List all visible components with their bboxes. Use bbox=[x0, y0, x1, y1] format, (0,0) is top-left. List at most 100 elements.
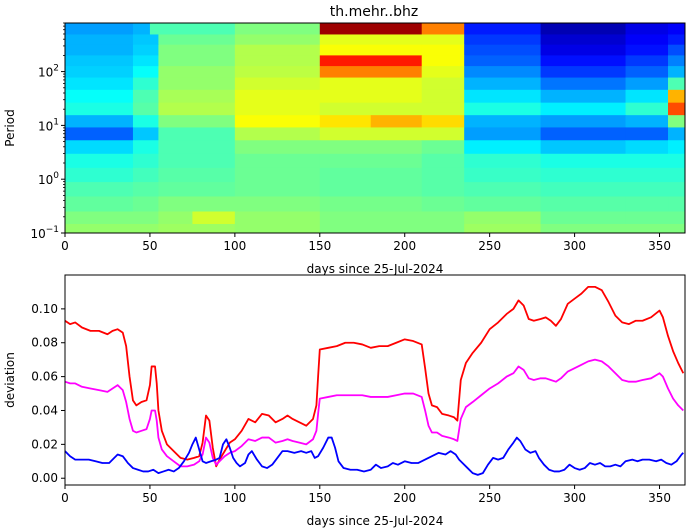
heatmap-cell bbox=[65, 44, 134, 56]
heatmap-cell bbox=[132, 211, 159, 225]
heatmap-cell bbox=[625, 196, 669, 212]
heatmap-cell bbox=[464, 196, 542, 212]
heatmap-cell bbox=[540, 153, 627, 169]
heatmap-cell bbox=[65, 153, 134, 169]
heatmap-cell bbox=[234, 55, 321, 67]
heatmap-cell bbox=[158, 115, 236, 128]
heatmap-cell bbox=[65, 196, 134, 212]
x-tick-label: 100 bbox=[223, 239, 246, 253]
heatmap-cell bbox=[158, 102, 236, 116]
heatmap-cell bbox=[65, 115, 134, 128]
heatmap-cell bbox=[65, 211, 134, 225]
heatmap-cell bbox=[319, 182, 423, 197]
heatmap-cell bbox=[234, 115, 321, 128]
spectrogram-x-ticks: 0 50 100 150 200 250 300 350 bbox=[61, 233, 671, 253]
heatmap-cell bbox=[319, 196, 423, 212]
x-tick-label: 350 bbox=[648, 239, 671, 253]
heatmap-cell bbox=[158, 34, 236, 46]
heatmap-cell bbox=[234, 153, 321, 169]
heatmap-cell bbox=[65, 77, 134, 91]
heatmap-cell bbox=[668, 140, 686, 155]
heatmap-cell bbox=[132, 89, 159, 104]
deviation-panel: 0 50 100 150 200 250 300 350 0.000.020.040.060.… bbox=[3, 274, 686, 528]
heatmap-cell bbox=[625, 66, 669, 79]
heatmap-cell bbox=[65, 224, 134, 234]
heatmap-cell bbox=[668, 153, 686, 169]
heatmap-cell bbox=[625, 89, 669, 104]
y-tick-label: 0.02 bbox=[31, 437, 58, 451]
heatmap-cell bbox=[158, 44, 236, 56]
heatmap-cell bbox=[65, 55, 134, 67]
heatmap-cell bbox=[158, 182, 236, 197]
heatmap-cell bbox=[192, 211, 236, 225]
heatmap-cell bbox=[421, 115, 465, 128]
x-tick-label: 250 bbox=[478, 239, 501, 253]
heatmap-cell bbox=[319, 167, 423, 183]
heatmap-cell bbox=[625, 182, 669, 197]
heatmap-cell bbox=[540, 127, 627, 141]
heatmap-cell bbox=[668, 44, 686, 56]
heatmap-cell bbox=[234, 211, 321, 225]
y-tick-label: 10−1 bbox=[30, 225, 59, 241]
heatmap-cell bbox=[234, 196, 321, 212]
heatmap-cell bbox=[540, 224, 627, 234]
deviation-x-label: days since 25-Jul-2024 bbox=[307, 514, 444, 528]
heatmap-cell bbox=[625, 211, 669, 225]
heatmap-cell bbox=[132, 77, 159, 91]
y-tick-label: 0.08 bbox=[31, 336, 58, 350]
heatmap-cell bbox=[540, 34, 627, 46]
heatmap-cell bbox=[668, 23, 686, 35]
heatmap-cell bbox=[132, 127, 159, 141]
spectrogram-x-label: days since 25-Jul-2024 bbox=[307, 262, 444, 276]
x-tick-label: 0 bbox=[61, 239, 69, 253]
heatmap-cell bbox=[158, 55, 236, 67]
deviation-frame bbox=[64, 274, 686, 486]
heatmap-cell bbox=[158, 89, 236, 104]
x-tick-label: 0 bbox=[61, 491, 69, 505]
heatmap-cell bbox=[464, 224, 542, 234]
heatmap-cell bbox=[625, 102, 669, 116]
heatmap-cell bbox=[464, 89, 542, 104]
heatmap-cell bbox=[668, 167, 686, 183]
heatmap-cell bbox=[540, 77, 627, 91]
heatmap-cell bbox=[625, 140, 669, 155]
heatmap-cell bbox=[132, 66, 159, 79]
spectrogram-panel: th.mehr..bhz 0 50 100 150 200 250 300 350 10−11… bbox=[3, 4, 686, 276]
heatmap-cell bbox=[65, 89, 134, 104]
deviation-line-3 bbox=[64, 436, 684, 476]
heatmap-cell bbox=[319, 102, 423, 116]
heatmap-cell bbox=[319, 55, 423, 67]
heatmap-cell bbox=[625, 153, 669, 169]
heatmap-cell bbox=[421, 153, 465, 169]
heatmap-cell bbox=[625, 127, 669, 141]
heatmap-cell bbox=[464, 115, 542, 128]
heatmap-cell bbox=[132, 182, 159, 197]
heatmap-cell bbox=[668, 211, 686, 225]
heatmap-cell bbox=[421, 224, 465, 234]
heatmap-cell bbox=[540, 211, 627, 225]
heatmap-cell bbox=[668, 77, 686, 91]
spectrogram-y-label: Period bbox=[3, 109, 17, 146]
heatmap-cell bbox=[370, 115, 423, 128]
heatmap-cell bbox=[421, 140, 465, 155]
heatmap-cell bbox=[464, 23, 542, 35]
heatmap-cell bbox=[132, 167, 159, 183]
x-tick-label: 200 bbox=[393, 239, 416, 253]
heatmap-cell bbox=[234, 34, 321, 46]
y-tick-label: 0.06 bbox=[31, 370, 58, 384]
spectrogram-y-ticks: 10−1 100 101 102 bbox=[30, 22, 65, 241]
heatmap-cell bbox=[464, 102, 542, 116]
heatmap-cell bbox=[464, 44, 542, 56]
heatmap-cell bbox=[464, 34, 542, 46]
heatmap-cell bbox=[234, 140, 321, 155]
y-tick-label: 0.04 bbox=[31, 403, 58, 417]
x-tick-label: 50 bbox=[142, 491, 157, 505]
heatmap-cell bbox=[668, 224, 686, 234]
heatmap-cell bbox=[421, 196, 465, 212]
heatmap-cell bbox=[668, 127, 686, 141]
heatmap-cell bbox=[668, 196, 686, 212]
deviation-series bbox=[64, 285, 685, 476]
heatmap-cell bbox=[421, 182, 465, 197]
heatmap-cell bbox=[540, 44, 627, 56]
heatmap-cell bbox=[540, 167, 627, 183]
